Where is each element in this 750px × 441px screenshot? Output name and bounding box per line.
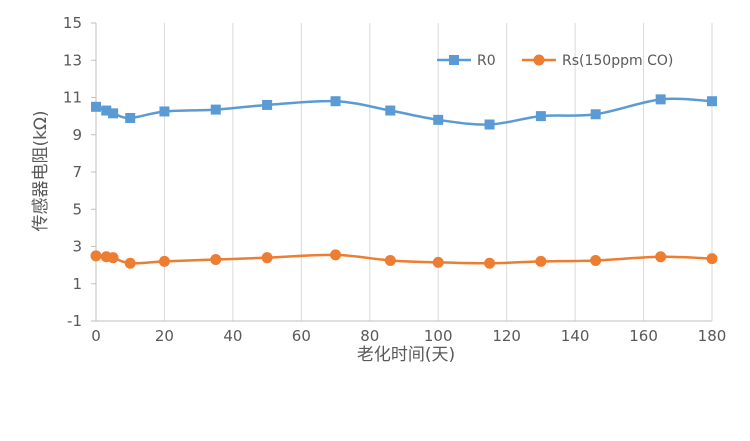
legend-label: Rs(150ppm CO) <box>562 53 673 69</box>
x-tick-label: 80 <box>360 327 379 345</box>
y-tick-label: 5 <box>72 200 82 218</box>
x-tick-label: 180 <box>698 327 727 345</box>
data-point <box>384 254 396 266</box>
x-tick-label: 20 <box>155 327 174 345</box>
data-point <box>707 96 717 107</box>
series-line-1 <box>95 253 713 265</box>
data-point <box>210 254 222 266</box>
y-tick-label: 9 <box>72 126 82 144</box>
grid <box>163 23 713 321</box>
x-tick-label: 0 <box>91 327 101 345</box>
legend-entry-1: Rs(150ppm CO) <box>522 53 673 69</box>
y-tick-label: 13 <box>63 51 82 69</box>
data-point <box>262 99 273 110</box>
data-point <box>590 109 601 120</box>
data-point <box>101 105 112 116</box>
data-point <box>433 114 444 125</box>
data-point <box>432 256 444 268</box>
data-point <box>655 94 666 105</box>
data-point <box>158 255 170 267</box>
data-point <box>330 96 341 107</box>
data-point <box>655 251 667 263</box>
data-point <box>91 101 101 112</box>
x-tick-label: 60 <box>292 327 311 345</box>
x-tick-label: 120 <box>492 327 521 345</box>
data-point <box>535 111 546 122</box>
data-point <box>484 257 496 269</box>
data-point <box>706 253 718 265</box>
legend-marker <box>533 54 545 66</box>
x-axis-label: 老化时间(天) <box>357 345 455 365</box>
x-tick-label: 100 <box>424 327 453 345</box>
data-point <box>535 255 547 267</box>
data-point <box>590 254 602 266</box>
y-tick-label: -1 <box>67 312 82 330</box>
x-tick-label: 140 <box>561 327 590 345</box>
y-axis-label: 传感器电阻(kΩ) <box>31 110 51 231</box>
data-point <box>385 105 396 116</box>
y-tick-label: 11 <box>63 89 82 107</box>
data-point <box>124 257 136 269</box>
series <box>90 94 718 269</box>
y-tick-label: 7 <box>72 163 82 181</box>
data-point <box>125 112 136 123</box>
data-point <box>210 104 221 115</box>
x-tick-labels: 0 20 40 60 80 100 120 140 160 180 <box>91 327 726 345</box>
legend: R0 Rs(150ppm CO) <box>437 53 673 69</box>
series-line-0 <box>95 97 713 126</box>
legend-marker <box>449 55 459 65</box>
data-point <box>107 252 119 264</box>
y-tick-label: 15 <box>63 14 82 32</box>
data-point <box>330 249 342 261</box>
data-point <box>261 252 273 264</box>
data-point <box>484 119 495 130</box>
x-tick-label: 40 <box>223 327 242 345</box>
axes <box>91 22 712 322</box>
data-point <box>108 108 119 119</box>
data-point <box>159 106 170 117</box>
x-tick-label: 160 <box>629 327 658 345</box>
y-tick-label: 3 <box>72 238 82 256</box>
series-0 <box>91 94 717 130</box>
legend-label: R0 <box>477 53 496 69</box>
series-1 <box>90 249 718 269</box>
data-point <box>90 250 102 262</box>
legend-entry-0: R0 <box>437 53 496 69</box>
y-tick-label: 1 <box>72 275 82 293</box>
